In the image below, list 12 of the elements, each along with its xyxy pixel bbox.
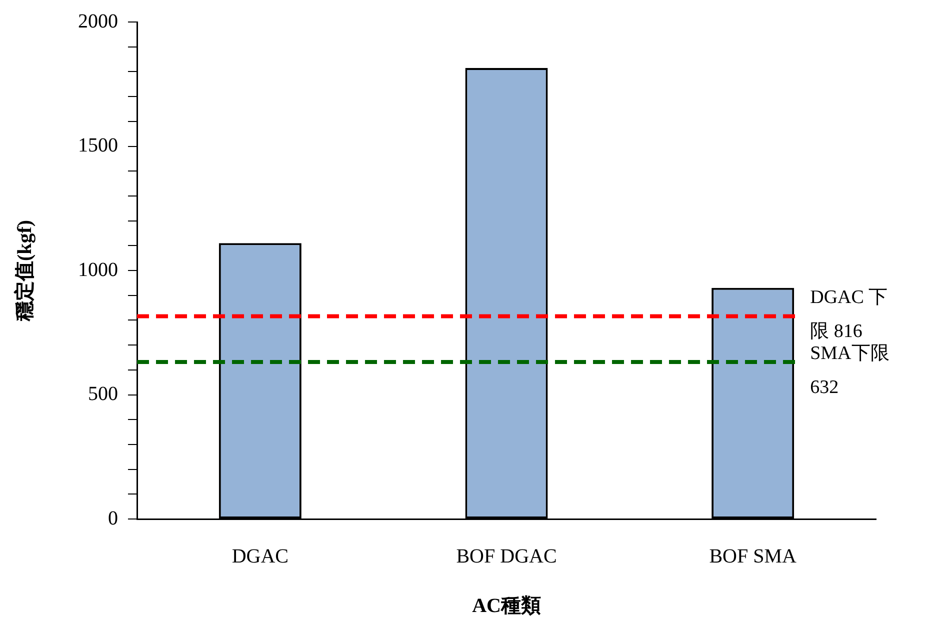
ref-line-label: DGAC 下限 816 [810,287,888,342]
x-tick-label: BOF SMA [709,545,798,568]
y-tick-label: 500 [88,383,118,405]
x-axis-title: AC種類 [472,595,541,618]
y-tick-label: 1500 [78,134,118,156]
x-tick-label: BOF DGAC [456,545,557,568]
y-axis-title: 穩定值(kgf) [13,220,36,322]
ref-line-label: SMA下限 632 [810,343,890,398]
x-tick-label: DGAC [232,545,289,568]
y-tick-label: 0 [108,507,118,530]
y-tick-label: 1000 [78,258,118,281]
y-tick-label: 2000 [78,10,118,32]
